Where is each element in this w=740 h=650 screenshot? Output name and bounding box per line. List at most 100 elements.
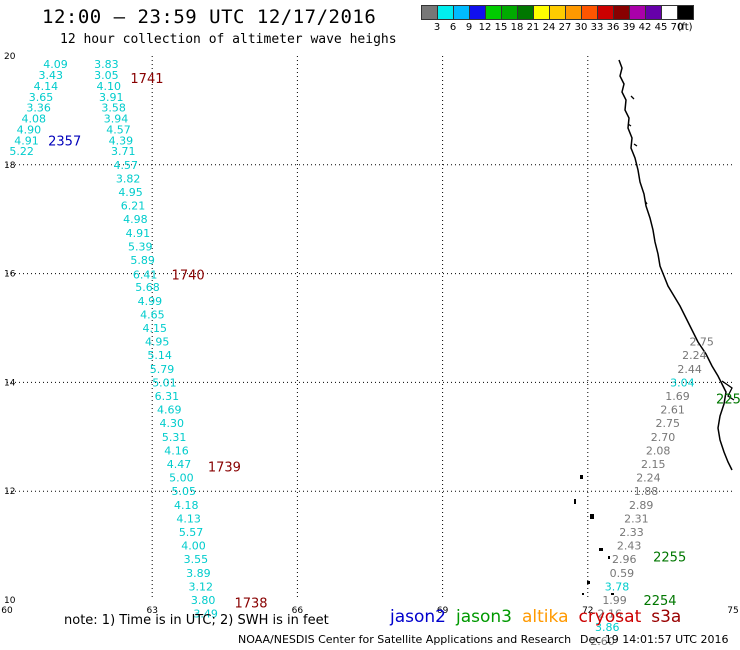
legend-jason2: jason2 xyxy=(390,607,446,627)
swh-value: 4.91 xyxy=(126,227,151,240)
swh-value: 2.89 xyxy=(629,499,654,512)
colorbar-label: 39 xyxy=(622,22,636,33)
coastline-detail xyxy=(627,95,735,401)
swh-value: 5.89 xyxy=(130,254,155,267)
pass-time-label: 2256 xyxy=(716,393,740,408)
colorbar-label: 21 xyxy=(526,22,540,33)
colorbar-label: 6 xyxy=(449,22,457,33)
swh-value: 2.16 xyxy=(597,608,622,621)
island-6 xyxy=(587,581,590,584)
swh-value: 3.86 xyxy=(595,621,620,634)
lat-tick-label: 20 xyxy=(4,52,16,62)
lat-tick-label: 12 xyxy=(4,487,15,497)
swh-value: 3.04 xyxy=(670,376,695,389)
colorbar-label: 42 xyxy=(638,22,652,33)
swh-value: 1.88 xyxy=(634,485,659,498)
swh-value: 0.59 xyxy=(610,567,635,580)
lakshadweep-islands xyxy=(574,475,614,595)
lat-tick-label: 18 xyxy=(4,161,16,171)
swh-value: 3.65 xyxy=(29,91,53,104)
swh-value: 4.69 xyxy=(157,404,182,417)
coastline-path xyxy=(618,59,733,471)
lon-tick-label: 63 xyxy=(146,606,157,616)
colorbar-label: 15 xyxy=(494,22,508,33)
swh-value: 3.05 xyxy=(94,69,119,82)
swh-value: 2.96 xyxy=(612,553,637,566)
lat-tick-label: 10 xyxy=(4,596,16,606)
swh-value: 4.57 xyxy=(113,159,138,172)
swh-value: 5.22 xyxy=(9,145,33,158)
colorbar-label: 24 xyxy=(542,22,556,33)
pass-time-label: 1740 xyxy=(172,269,205,284)
swh-value: 3.12 xyxy=(189,580,214,593)
lon-tick-label: 60 xyxy=(1,606,13,616)
swh-value: 4.10 xyxy=(97,80,122,93)
swh-value: 4.95 xyxy=(118,186,143,199)
swh-value: 5.01 xyxy=(152,376,177,389)
island-5 xyxy=(608,556,610,559)
swh-value: 4.08 xyxy=(22,113,47,126)
swh-value: 3.55 xyxy=(184,553,209,566)
island-1 xyxy=(580,475,583,479)
pass-time-label: 2254 xyxy=(643,594,676,609)
swh-value: 2.15 xyxy=(641,458,666,471)
swh-value: 2.60 xyxy=(590,635,615,648)
swh-value: 2.44 xyxy=(677,363,702,376)
swh-value: 5.39 xyxy=(128,240,153,253)
legend-jason3: jason3 xyxy=(456,607,512,627)
pass-time-label: 1739 xyxy=(208,461,241,476)
india-west-coastline xyxy=(618,59,735,471)
swh-value: 3.43 xyxy=(38,69,63,82)
swh-value: 2.61 xyxy=(660,404,685,417)
swh-value: 3.80 xyxy=(191,594,216,607)
lat-tick-label: 16 xyxy=(4,270,16,280)
swh-value: 4.15 xyxy=(143,322,168,335)
swh-value: 4.09 xyxy=(43,58,68,71)
swh-value: 3.78 xyxy=(605,580,630,593)
island-2 xyxy=(574,499,576,504)
swh-value: 4.91 xyxy=(14,134,39,147)
swh-value: 2.43 xyxy=(617,540,642,553)
colorbar-label: 30 xyxy=(574,22,588,33)
swh-value: 5.57 xyxy=(179,526,204,539)
map-subtitle: 12 hour collection of altimeter wave hei… xyxy=(60,32,397,47)
swh-value: 4.65 xyxy=(585,648,610,650)
colorbar-label: 45 xyxy=(654,22,668,33)
swh-value: 6.41 xyxy=(133,269,158,282)
swh-value: 3.89 xyxy=(186,567,211,580)
lat-lon-grid xyxy=(7,56,733,600)
swh-value: 4.16 xyxy=(164,444,189,457)
swh-value: 1.69 xyxy=(665,390,690,403)
colorbar-label: 9 xyxy=(465,22,473,33)
lon-tick-label: 72 xyxy=(582,606,593,616)
swh-value: 5.79 xyxy=(150,363,175,376)
colorbar-label: 33 xyxy=(590,22,604,33)
swh-value: 3.58 xyxy=(101,102,126,115)
colorbar-label: 12 xyxy=(478,22,492,33)
swh-value: 4.95 xyxy=(145,336,170,349)
swh-value: 6.21 xyxy=(121,200,145,213)
swh-value: 3.94 xyxy=(104,113,129,126)
satellite-legend: jason2 jason3 altika cryosat s3a xyxy=(390,607,691,627)
map-title: 12:00 – 23:59 UTC 12/17/2016 xyxy=(42,6,377,28)
swh-value: 4.57 xyxy=(106,123,131,136)
colorbar-label: 3 xyxy=(433,22,441,33)
colorbar-label: 70 xyxy=(670,22,684,33)
swh-value: 3.71 xyxy=(111,145,136,158)
colorbar-swatch-16 xyxy=(677,5,694,20)
colorbar-label: 36 xyxy=(606,22,620,33)
island-7 xyxy=(611,593,614,595)
swh-value: 2.33 xyxy=(619,526,644,539)
pass-time-label: 2357 xyxy=(48,134,81,149)
swh-value: 4.14 xyxy=(34,80,59,93)
swh-value: 4.30 xyxy=(159,417,184,430)
legend-altika: altika xyxy=(522,607,569,627)
island-4 xyxy=(599,548,603,551)
swh-value: 4.90 xyxy=(17,123,42,136)
swh-value: 3.82 xyxy=(116,172,140,185)
lat-tick-label: 14 xyxy=(4,378,16,388)
swh-value: 2.75 xyxy=(656,417,681,430)
pass-time-label: 1738 xyxy=(234,597,267,612)
swh-value: 2.24 xyxy=(682,349,707,362)
